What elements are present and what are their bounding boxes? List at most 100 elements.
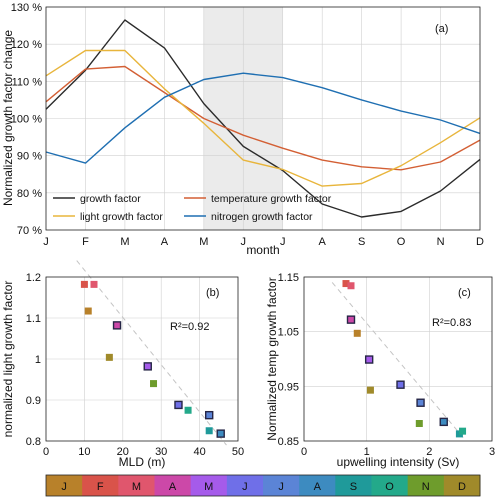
panel-b-label: (b) (206, 287, 219, 299)
series-line-growth-factor (45, 19, 481, 218)
panel-a-x-tick-label: J (43, 236, 49, 248)
panel-a-y-tick-label: 90 % (17, 151, 42, 163)
colorbar-month-label: J (278, 481, 284, 493)
legend-label-light-growth-factor: light growth factor (80, 211, 163, 223)
panel-a-x-tick-label: M (120, 236, 129, 248)
panel-a-x-tick-label: J (280, 236, 286, 248)
colorbar-month-label: M (132, 481, 141, 493)
panel-b-x-tick-labels: 0 10 20 30 40 50 (43, 446, 244, 458)
panel-c-point-month-7 (416, 398, 425, 407)
panel-b-x-tick-label: 40 (193, 446, 205, 458)
panel-b-axes-box (45, 276, 239, 442)
panel-a-y-tick-label: 110 % (12, 76, 43, 88)
panel-c-y-tick-labels: 0.85 0.95 1.05 1.15 (278, 272, 299, 448)
panel-b-point-month-7 (204, 410, 214, 420)
panel-c-point-month-12 (366, 386, 374, 394)
panel-a-y-tick-label: 130 % (11, 2, 42, 14)
panel-a-y-tick-label: 120 % (11, 39, 42, 51)
panel-a-x-tick-label: O (397, 236, 406, 248)
panel-c-x-tick-labels: 0 1 2 3 (301, 446, 495, 458)
panel-a-label: (a) (435, 23, 448, 35)
panel-c-r-squared: R²=0.83 (432, 317, 471, 329)
panel-c-point-month-1 (353, 329, 361, 337)
panel-c-point-month-2 (342, 280, 350, 288)
colorbar-cell-10 (371, 475, 409, 496)
colorbar-month-label: J (61, 481, 67, 493)
colorbar-cells (46, 475, 481, 496)
panel-b-x-tick-label: 10 (78, 446, 90, 458)
panel-c-point-month-3 (347, 282, 355, 290)
series-line-light-growth-factor (45, 49, 481, 187)
panel-b-x-tick-label: 50 (232, 446, 244, 458)
colorbar-cell-4 (154, 475, 192, 496)
panel-a-x-tick-label: A (319, 236, 327, 248)
panel-c-x-axis-label: upwelling intensity (Sv) (337, 455, 460, 469)
panel-a-legend: growth factor temperature growth factor … (53, 193, 332, 223)
panel-b-x-tick-label: 0 (43, 446, 49, 458)
panel-c-axes-box (303, 276, 493, 442)
colorbar-cell-5 (190, 475, 228, 496)
panel-b-trend-line (76, 260, 227, 446)
colorbar-cell-6 (226, 475, 264, 496)
colorbar-month-label: A (169, 481, 177, 493)
panel-b-y-tick-label: 1.2 (26, 272, 41, 284)
panel-a-y-tick-label: 100 % (11, 114, 42, 126)
colorbar-cell-9 (335, 475, 372, 496)
panel-c-trend-line (331, 282, 465, 439)
panel-c-point-month-11 (415, 420, 423, 428)
colorbar-month-label: D (458, 481, 466, 493)
panel-a-x-tick-label: F (82, 236, 89, 248)
colorbar-cell-8 (299, 475, 336, 496)
panel-c-x-tick-label: 2 (426, 446, 432, 458)
panel-b-point-month-4 (112, 321, 122, 330)
panel-c-point-month-4 (346, 315, 356, 324)
panel-a-y-tick-labels: 70 % 80 % 90 % 100 % 110 % 120 % 130 % (11, 2, 42, 237)
panel-a-x-tick-label: A (161, 236, 169, 248)
panel-c-plot-background (304, 277, 492, 441)
panel-b-point-month-5 (143, 362, 152, 371)
panel-a-x-tick-label: N (437, 236, 445, 248)
panel-b-y-tick-label: 0.8 (26, 436, 41, 448)
panel-c-y-tick-label: 1.05 (278, 327, 299, 339)
panel-b-point-month-2 (80, 280, 88, 288)
panel-b-point-month-1 (84, 307, 92, 315)
panel-b-x-tick-label: 20 (117, 446, 129, 458)
panel-b-y-tick-label: 1 (35, 354, 41, 366)
colorbar-month-label: M (204, 481, 213, 493)
panel-b-r-squared: R²=0.92 (170, 321, 209, 333)
panel-c-x-tick-label: 3 (489, 446, 495, 458)
panel-c-label: (c) (458, 287, 471, 299)
panel-a-y-tick-label: 80 % (17, 188, 42, 200)
panel-a-y-axis-label: Normalized growth factor change (1, 30, 15, 206)
colorbar-cell-7 (263, 475, 300, 496)
panel-c-y-tick-label: 0.85 (278, 436, 299, 448)
panel-c-x-tick-label: 0 (301, 446, 307, 458)
panel-c-point-month-6 (396, 380, 405, 389)
legend-label-growth-factor: growth factor (80, 193, 141, 205)
panel-b-x-tick-label: 30 (155, 446, 167, 458)
colorbar-month-label: N (422, 481, 430, 493)
panel-a-x-tick-label: M (199, 236, 208, 248)
panel-b-point-month-11 (150, 380, 158, 388)
panel-c-point-month-8 (439, 417, 448, 427)
legend-label-temperature-growth-factor: temperature growth factor (211, 193, 332, 205)
panel-c-points (342, 280, 467, 438)
panel-b-x-axis-label: MLD (m) (119, 455, 166, 469)
panel-b-y-axis-label: normalized light growth factor (1, 281, 15, 438)
panel-c-y-axis-label: Normalized temp growth factor (265, 277, 279, 440)
panel-a-x-tick-label: J (241, 236, 247, 248)
panel-b-point-month-6 (174, 400, 183, 410)
panel-c-y-tick-label: 1.15 (278, 272, 299, 284)
colorbar-month-label: F (97, 481, 104, 493)
panel-b-point-month-3 (90, 280, 98, 288)
panel-a-line-chart: 70 % 80 % 90 % 100 % 110 % 120 % 130 % J F M A M J J… (1, 2, 484, 257)
panel-a-x-tick-label: S (358, 236, 365, 248)
series-line-nitrogen-growth-factor (45, 72, 481, 164)
colorbar-cell-3 (118, 475, 155, 496)
panel-b-scatter-chart: 0.8 0.9 1 1.1 1.2 0 10 20 30 40 50 (b) R²=0.92 ML… (1, 260, 244, 469)
colorbar-cell-12 (443, 475, 481, 496)
panel-b-y-tick-label: 0.9 (26, 395, 41, 407)
panel-c-scatter-chart: 0.85 0.95 1.05 1.15 0 1 2 3 (c) R²=0.83 upwell… (265, 272, 495, 469)
